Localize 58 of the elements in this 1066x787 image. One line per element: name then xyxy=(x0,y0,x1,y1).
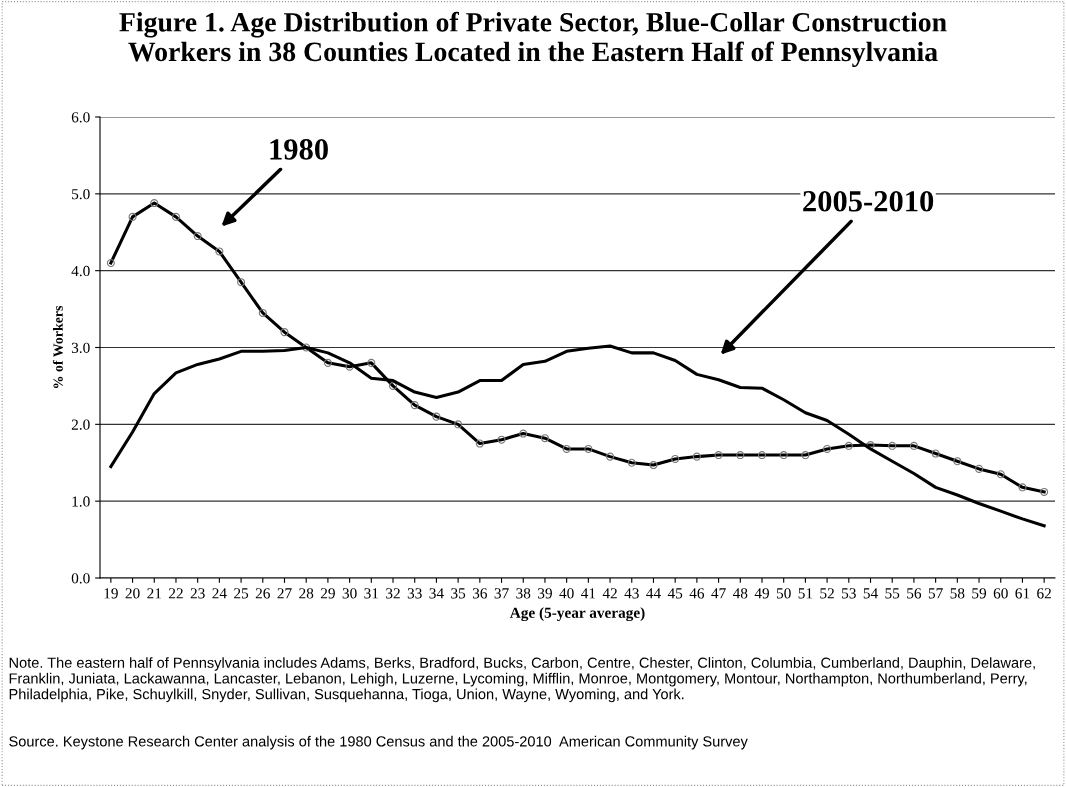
x-tick-label: 29 xyxy=(320,588,335,599)
x-tick-label: 24 xyxy=(212,588,227,599)
x-tick-label: 49 xyxy=(754,588,769,599)
x-tick-label: 19 xyxy=(104,588,118,599)
x-tick-label: 30 xyxy=(342,588,357,599)
y-tick-label: 5.0 xyxy=(72,188,90,200)
x-tick-label: 60 xyxy=(993,588,1008,599)
x-tick-label: 55 xyxy=(885,588,900,599)
x-tick-label: 43 xyxy=(624,588,639,599)
x-tick-label: 39 xyxy=(538,588,552,599)
y-tick-label: 4.0 xyxy=(71,265,90,277)
chart-title: Figure 1. Age Distribution of Private Sector, Blue-Collar Construction Workers in 38 Counties Located in the Eastern Half of Pennsylvania xyxy=(119,11,947,67)
x-tick-label: 20 xyxy=(125,588,140,599)
x-tick-label: 57 xyxy=(928,588,943,599)
x-tick-label: 62 xyxy=(1037,588,1051,599)
x-tick-label: 45 xyxy=(667,588,683,599)
x-tick-label: 22 xyxy=(169,588,183,599)
x-tick-label: 34 xyxy=(429,588,444,599)
x-tick-label: 28 xyxy=(299,588,314,599)
y-tick-label: 6.0 xyxy=(71,112,90,123)
x-tick-label: 37 xyxy=(494,588,509,599)
y-tick-label: 0.0 xyxy=(71,573,90,584)
x-tick-label: 61 xyxy=(1015,588,1030,599)
x-tick-label: 32 xyxy=(386,588,400,599)
x-tick-label: 56 xyxy=(907,588,922,599)
x-tick-label: 47 xyxy=(711,588,726,599)
x-tick-label: 27 xyxy=(277,588,292,599)
x-tick-label: 59 xyxy=(972,588,987,599)
text: Note. The eastern half of Pennsylvania includes Adams, Berks, Bradford, Bucks, Carbon, Centre, Chester, Clinton, Columbia, Cumberland, Dauphin, Delaware, Franklin, Juniata, Lackawanna, Lancaster, Lebanon, Lehigh, Luzerne, Lycoming, Mifflin, Monroe, Montgomery, Montour, Northampton, Northumberland, Perry, Philadelphia, Pike, Schuylkill, Snyder, Sullivan, Susquehanna, Tioga, Union, Wayne, Wyoming, and York. xyxy=(9,657,1035,703)
text: 2005-2010 xyxy=(803,191,934,212)
x-tick-label: 41 xyxy=(581,588,596,599)
text: 1980 xyxy=(270,139,328,160)
x-tick-label: 46 xyxy=(689,588,705,599)
x-tick-label: 36 xyxy=(472,588,488,599)
x-tick-label: 35 xyxy=(451,588,466,599)
x-tick-label: 48 xyxy=(732,588,748,599)
x-tick-label: 44 xyxy=(646,588,661,599)
x-tick-label: 52 xyxy=(820,588,834,599)
x-axis-title: Age (5-year average) xyxy=(509,607,645,622)
x-tick-label: 51 xyxy=(798,588,813,599)
y-axis-title: % of Workers xyxy=(52,305,63,388)
y-tick-label: 3.0 xyxy=(71,342,90,354)
x-tick-label: 42 xyxy=(602,588,617,599)
y-tick-label: 1.0 xyxy=(72,496,90,507)
x-tick-label: 53 xyxy=(842,588,856,599)
x-tick-label: 25 xyxy=(234,588,249,599)
y-tick-label: 2.0 xyxy=(71,419,90,430)
x-tick-label: 54 xyxy=(863,588,878,599)
x-tick-label: 40 xyxy=(559,588,574,599)
x-tick-label: 26 xyxy=(255,588,270,599)
x-tick-label: 33 xyxy=(407,588,422,599)
x-tick-label: 21 xyxy=(147,588,161,599)
x-tick-label: 58 xyxy=(950,588,965,599)
x-tick-label: 50 xyxy=(776,588,791,599)
x-tick-label: 38 xyxy=(516,588,531,599)
x-tick-label: 31 xyxy=(364,588,379,599)
source-note: Source. Keystone Research Center analysis of the 1980 Census and the 2005-2010 American Community Survey xyxy=(9,735,748,750)
x-tick-label: 23 xyxy=(190,588,205,599)
